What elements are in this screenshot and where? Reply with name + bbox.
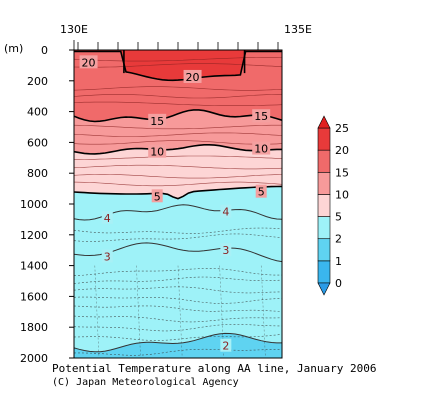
colorbar-tick-label: 10: [335, 188, 349, 201]
depth-axis: 0 200 400 600 800 1000 1200 1400 1600 1800 2000: [20, 44, 74, 365]
isotherm-label-bg: [220, 243, 232, 257]
depth-tick-label: 1600: [20, 290, 48, 303]
isotherm-label: 5: [258, 186, 265, 199]
colorbar-swatch: [317, 238, 331, 262]
minor-isotherm: [74, 305, 282, 312]
colorbar-swatch: [317, 194, 331, 217]
minor-isotherm: [74, 276, 282, 284]
temperature-band: [74, 51, 282, 122]
colorbar-swatch: [317, 127, 331, 151]
isotherm-label-bg: [148, 144, 167, 158]
depth-tick-label: 1400: [20, 260, 48, 273]
isotherm-label: 4: [222, 206, 229, 219]
x-tick-label: 130E: [60, 23, 88, 36]
temperature-band: [74, 186, 282, 352]
isotherm-5: [74, 185, 282, 200]
isotherm-label: 3: [222, 244, 229, 257]
isotherm-10: [74, 144, 282, 155]
isotherm-label: 15: [150, 115, 164, 128]
colorbar-min-arrow: [317, 282, 331, 296]
isotherm-label-bg: [151, 189, 163, 203]
temperature-fill: [74, 50, 282, 358]
minor-isotherm: [74, 140, 282, 145]
isotherm-2: [74, 332, 282, 353]
colorbar-tick-label: 5: [335, 211, 342, 224]
minor-isotherm: [74, 63, 282, 68]
minor-isotherm: [74, 101, 282, 106]
isotherm-label: 10: [254, 143, 268, 156]
minor-isotherm: [94, 265, 100, 358]
isotherm-label-bg: [148, 113, 167, 127]
colorbar-tick-label: 25: [335, 122, 349, 135]
isotherm-lines: [74, 50, 282, 358]
x-tick-label: 135E: [284, 23, 312, 36]
isotherm-label: 3: [104, 250, 111, 263]
minor-isotherm: [74, 227, 282, 234]
minor-isotherm: [74, 233, 282, 242]
depth-tick-label: 200: [27, 75, 48, 88]
isotherm-label-bg: [183, 69, 202, 83]
colorbar-swatch: [317, 171, 331, 195]
depth-tick-label: 2000: [20, 352, 48, 365]
isotherm-label-bg: [252, 109, 271, 123]
isotherm-label: 20: [186, 71, 200, 84]
isotherm-labels: 20 20 15 15 10 10 5 5 4 4 3 3 2: [79, 55, 271, 353]
isotherm-label-bg: [101, 210, 113, 224]
longitude-labels: 130E 135E: [60, 23, 312, 36]
isotherm-label-bg: [252, 141, 271, 155]
isotherm-label-bg: [220, 204, 232, 218]
chart-title: Potential Temperature along AA line, Jan…: [52, 362, 377, 375]
colorbar-tick-label: 20: [335, 144, 349, 157]
colorbar-tick-label: 15: [335, 166, 349, 179]
depth-tick-label: 800: [27, 167, 48, 180]
minor-isotherm: [74, 164, 282, 170]
depth-tick-label: 1000: [20, 198, 48, 211]
depth-tick-label: 600: [27, 136, 48, 149]
minor-isotherm: [74, 132, 282, 137]
colorbar-tick-label: 2: [335, 233, 342, 246]
minor-isotherm: [74, 348, 282, 356]
temperature-band: [74, 50, 282, 81]
isotherm-label-bg: [255, 184, 267, 198]
minor-isotherm: [74, 296, 282, 304]
minor-isotherm: [74, 86, 282, 91]
isotherm-label-bg: [220, 338, 232, 352]
isotherm-label: 20: [82, 56, 96, 69]
isotherm-label: 5: [154, 190, 161, 203]
minor-isotherm: [74, 94, 282, 99]
minor-isotherm: [74, 323, 282, 332]
depth-tick-label: 1200: [20, 229, 48, 242]
credit-line: (C) Japan Meteorological Agency: [52, 377, 239, 388]
minor-isotherm: [74, 315, 282, 323]
colorbar-max-arrow: [317, 115, 331, 129]
isotherm-label: 15: [254, 110, 268, 123]
minor-isotherm: [260, 265, 266, 358]
colorbar-swatch: [317, 149, 331, 173]
minor-isotherm: [74, 124, 282, 130]
depth-tick-label: 0: [41, 44, 48, 57]
isotherm-label-bg: [101, 249, 113, 263]
depth-unit-label: (m): [4, 42, 23, 55]
isotherm-20: [74, 50, 282, 82]
depth-tick-label: 1800: [20, 321, 48, 334]
minor-isotherm: [74, 181, 282, 187]
colorbar-tick-label: 1: [335, 255, 342, 268]
isotherm-label: 10: [150, 146, 164, 159]
colorbar-tick-label: 0: [335, 277, 342, 290]
minor-isotherm: [74, 155, 282, 160]
colorbar-swatch: [317, 260, 331, 284]
station-ticks: [73, 40, 279, 50]
isotherm-15: [74, 109, 282, 123]
minor-isotherm: [74, 57, 282, 62]
colorbar-swatch: [317, 216, 331, 240]
minor-isotherm: [74, 286, 282, 294]
isotherm-label: 2: [222, 340, 229, 353]
minor-isotherm: [74, 174, 282, 179]
isotherm-label: 4: [104, 212, 111, 225]
isotherm-label-bg: [79, 55, 98, 69]
depth-tick-label: 400: [27, 106, 48, 119]
